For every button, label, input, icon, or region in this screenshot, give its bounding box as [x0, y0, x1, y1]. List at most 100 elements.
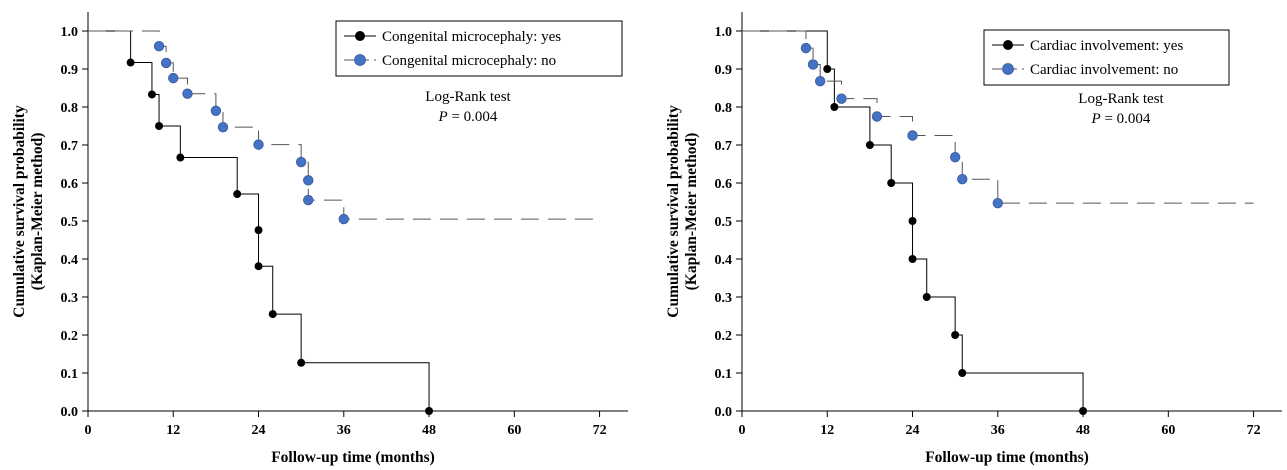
series-marker [922, 293, 931, 301]
logrank-label: Log-Rank test [1078, 91, 1164, 107]
x-tick-label: 12 [820, 423, 834, 438]
x-tick-label: 48 [1076, 423, 1090, 438]
p-symbol: P [438, 109, 448, 125]
series-marker [836, 93, 847, 104]
y-tick-label: 0.5 [715, 215, 733, 230]
series-marker [830, 103, 839, 111]
x-tick-label: 72 [593, 423, 607, 438]
p-value-label: P = 0.004 [1091, 111, 1151, 127]
legend-label: Congenital microcephaly: no [382, 53, 556, 69]
x-tick-label: 60 [1161, 423, 1175, 438]
y-tick-label: 0.8 [715, 101, 733, 116]
y-tick-label: 0.6 [715, 177, 733, 192]
series-marker [155, 122, 164, 130]
p-value: = 0.004 [448, 109, 498, 125]
series-marker [951, 331, 960, 339]
x-tick-label: 24 [906, 423, 920, 438]
series-marker [823, 65, 832, 73]
y-tick-label: 0.1 [61, 367, 79, 382]
y-tick-label: 0.9 [61, 63, 79, 78]
y-tick-label: 0.3 [715, 291, 733, 306]
series-marker [908, 217, 917, 225]
chart-panel-1: 0 12 24 36 48 60 72 0.0 0.1 0.2 0.3 0.4 0.5 0.6 0.7 0.8… [11, 12, 628, 466]
series-marker [949, 151, 961, 163]
series-marker [147, 90, 156, 99]
series-marker [907, 130, 918, 141]
y-tick-label: 0.2 [715, 329, 733, 344]
logrank-label: Log-Rank test [425, 89, 511, 105]
y-tick-label: 0.0 [61, 405, 79, 420]
p-value: = 0.004 [1101, 111, 1151, 127]
series-marker [295, 156, 307, 168]
series-marker [887, 179, 896, 187]
series-marker [338, 213, 349, 225]
legend-box [983, 29, 1230, 86]
series-marker [176, 153, 185, 162]
series-marker [814, 75, 826, 87]
x-axis-title: Follow-up time (months) [925, 449, 1089, 466]
legend-label: Cardiac involvement: no [1030, 62, 1178, 78]
series-marker [160, 57, 172, 69]
y-tick-label: 0.4 [715, 253, 733, 268]
y-tick-label: 0.3 [61, 291, 79, 306]
x-tick-label: 0 [739, 423, 746, 438]
series-marker [958, 369, 967, 377]
series-line-1 [88, 30, 430, 411]
series-marker [182, 88, 193, 99]
p-value-label: P = 0.004 [438, 109, 498, 125]
series-marker [425, 407, 434, 415]
y-tick-label: 0.0 [715, 405, 733, 420]
y-axis-title-line1: Cumulative survival probability [11, 105, 28, 318]
series-marker [210, 105, 222, 117]
legend-swatch-marker [354, 54, 366, 66]
legend: Congenital microcephaly: yes Congenital m… [335, 20, 623, 77]
series-marker [233, 190, 242, 199]
x-tick-label: 0 [85, 423, 92, 438]
x-axis-title: Follow-up time (months) [271, 449, 435, 466]
series-marker [254, 262, 263, 271]
series-marker [800, 42, 812, 54]
series-marker [168, 72, 179, 84]
series-marker [303, 175, 314, 186]
series-marker [1079, 407, 1088, 415]
series-marker [217, 121, 229, 133]
legend-swatch-marker [1002, 63, 1014, 75]
series-marker [957, 173, 968, 185]
y-tick-label: 0.7 [61, 139, 79, 154]
y-tick-label: 0.7 [715, 139, 733, 154]
y-tick-label: 0.6 [61, 177, 79, 192]
series-marker [153, 41, 165, 52]
y-tick-label: 1.0 [715, 25, 733, 40]
x-tick-label: 24 [252, 423, 266, 438]
y-tick-label: 1.0 [61, 25, 79, 40]
p-symbol: P [1091, 111, 1101, 127]
x-tick-label: 72 [1247, 423, 1261, 438]
x-tick-label: 12 [166, 423, 180, 438]
y-axis-title-line2: (Kaplan-Meier method) [683, 133, 700, 291]
x-tick-label: 36 [337, 423, 351, 438]
y-tick-label: 0.9 [715, 63, 733, 78]
legend-swatch-marker [1003, 40, 1013, 50]
series-line-1 [742, 30, 1084, 411]
series-marker [865, 141, 874, 149]
legend-label: Cardiac involvement: yes [1030, 38, 1183, 54]
legend-label: Congenital microcephaly: yes [382, 29, 561, 45]
series-marker [297, 358, 306, 367]
series-marker [268, 310, 277, 319]
y-axis-title-line2: (Kaplan-Meier method) [29, 133, 46, 291]
series-marker [254, 226, 263, 235]
series-marker [908, 255, 917, 263]
y-tick-label: 0.1 [715, 367, 733, 382]
series-marker [303, 194, 314, 206]
y-tick-label: 0.2 [61, 329, 79, 344]
x-tick-label: 60 [507, 423, 521, 438]
series-marker [126, 58, 135, 67]
x-tick-label: 48 [422, 423, 436, 438]
y-tick-label: 0.5 [61, 215, 79, 230]
y-tick-label: 0.8 [61, 101, 79, 116]
series-marker [807, 59, 819, 70]
x-tick-label: 36 [991, 423, 1005, 438]
series-marker [253, 139, 264, 150]
